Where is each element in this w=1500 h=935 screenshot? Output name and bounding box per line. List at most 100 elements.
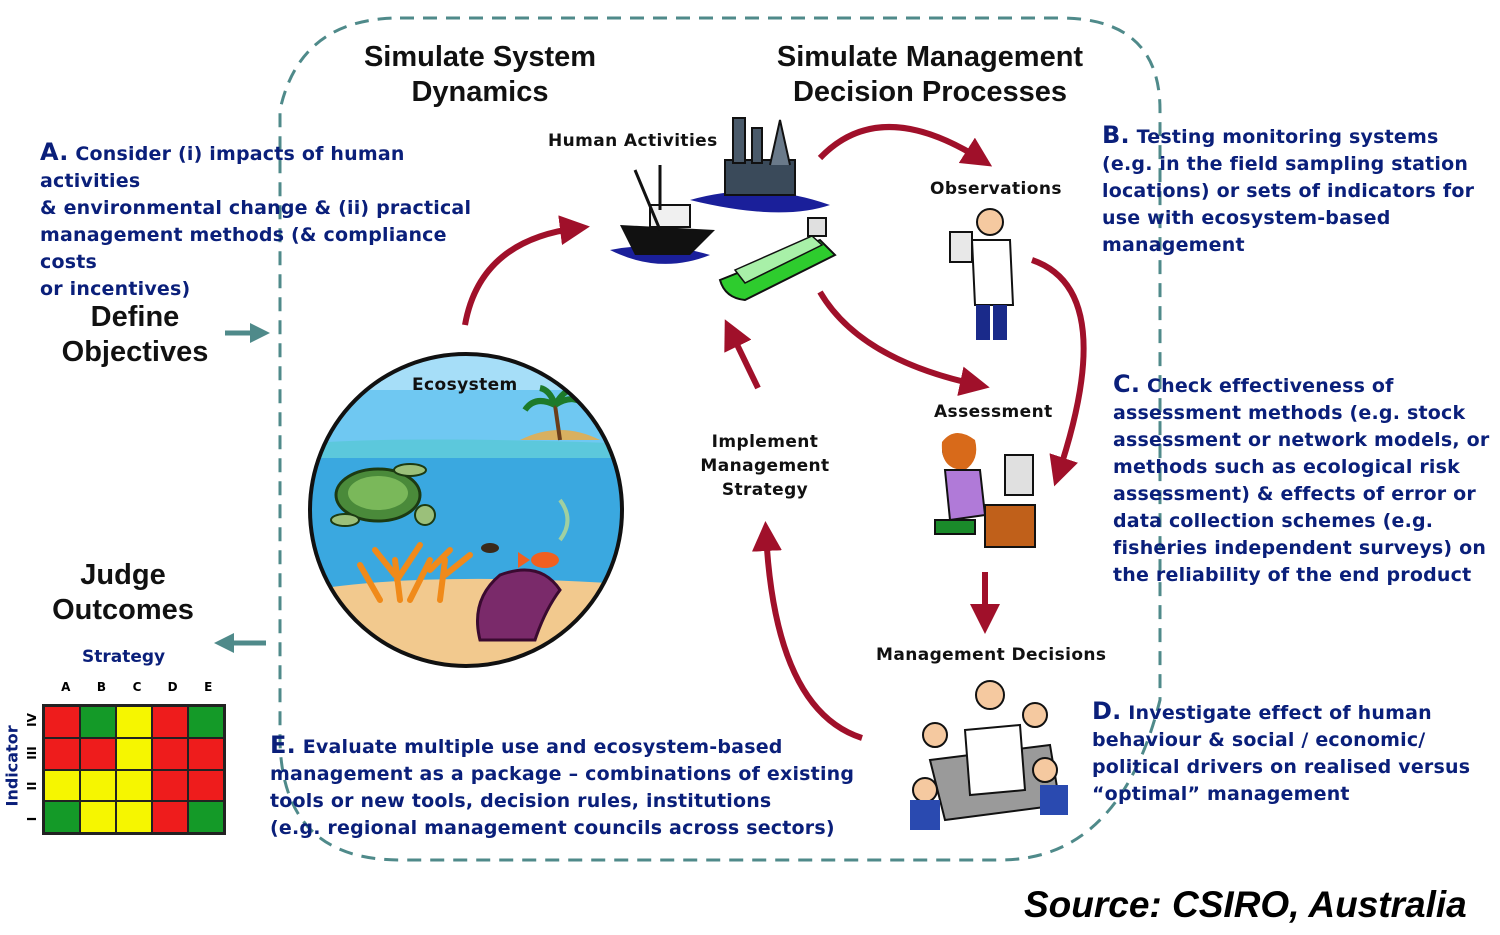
- dashed-frame: [278, 16, 1162, 862]
- note-e-line4: (e.g. regional management councils acros…: [270, 817, 835, 839]
- matrix-cell-yellow: [116, 706, 152, 738]
- note-c-line1: C. Check effectiveness of: [1113, 371, 1498, 400]
- human-activities-illustration: [610, 117, 837, 302]
- define-objectives-label: Define Objectives: [40, 300, 230, 370]
- matrix-row-label: IV: [25, 713, 39, 728]
- matrix-row-label: I: [25, 816, 39, 821]
- define-objectives-line2: Objectives: [61, 336, 209, 368]
- coral-icon: [357, 542, 473, 603]
- note-d-line2: behaviour & social / economic/: [1092, 729, 1426, 751]
- judge-outcomes-line1: Judge: [80, 559, 166, 591]
- matrix-title: Strategy: [82, 647, 166, 667]
- matrix-cell-red: [188, 769, 224, 802]
- scientist-icon: [949, 208, 1015, 340]
- note-c-line5: assessment) & effects of error or: [1113, 483, 1476, 505]
- note-c-line4: methods such as ecological risk: [1113, 456, 1460, 478]
- matrix-col-label: B: [96, 680, 106, 694]
- judge-outcomes-line2: Outcomes: [52, 594, 194, 626]
- arrow-implement-to-human: [724, 319, 761, 390]
- note-e-letter: E.: [270, 731, 296, 759]
- matrix-cell-yellow: [116, 769, 152, 802]
- label-management-decisions: Management Decisions: [876, 645, 1107, 665]
- note-e: E. Evaluate multiple use and ecosystem-b…: [270, 732, 860, 842]
- judge-outcomes-label: Judge Outcomes: [28, 558, 218, 628]
- computer-worker-icon: [934, 432, 1036, 548]
- matrix-col-label: D: [167, 680, 178, 694]
- note-c-line8: the reliability of the end product: [1113, 564, 1472, 586]
- fishing-boat-icon: [610, 165, 715, 264]
- note-c-line3: assessment or network models, or: [1113, 429, 1490, 451]
- matrix-cell-yellow: [80, 769, 116, 802]
- label-implement-line1: Implement: [711, 432, 819, 452]
- matrix-cell-green: [188, 706, 224, 738]
- matrix-cell-yellow: [80, 801, 116, 833]
- note-d: D. Investigate effect of human behaviour…: [1092, 698, 1492, 808]
- matrix-row-label: II: [25, 781, 39, 791]
- label-assessment: Assessment: [934, 402, 1053, 422]
- note-b: B. Testing monitoring systems (e.g. in t…: [1102, 122, 1492, 259]
- define-objectives-line1: Define: [90, 301, 180, 333]
- note-e-line3: tools or new tools, decision rules, inst…: [270, 790, 772, 812]
- arrow-human-to-assessment: [817, 290, 990, 396]
- strategy-matrix: [42, 704, 226, 835]
- header-management: Simulate Management Decision Processes: [765, 40, 1095, 110]
- header-management-line1: Simulate Management: [776, 41, 1084, 73]
- matrix-cell-green: [44, 801, 80, 833]
- note-b-line2: (e.g. in the field sampling station: [1102, 153, 1469, 175]
- matrix-cell-red: [44, 737, 80, 770]
- matrix-cell-red: [80, 737, 116, 770]
- note-a: A. Consider (i) impacts of human activit…: [40, 139, 510, 303]
- note-c: C. Check effectiveness of assessment met…: [1113, 371, 1498, 589]
- label-implement-line3: Strategy: [721, 480, 809, 500]
- ecosystem-illustration: [308, 352, 624, 668]
- note-d-line3: political drivers on realised versus: [1092, 756, 1471, 778]
- header-system-dynamics-line2: Dynamics: [411, 76, 549, 108]
- matrix-cell-yellow: [44, 769, 80, 802]
- fish-icon: [481, 543, 559, 568]
- note-b-letter: B.: [1102, 121, 1130, 149]
- oil-rig-icon: [690, 117, 830, 213]
- matrix-row-labels: IV III II I: [22, 704, 42, 835]
- turtle-icon: [330, 463, 436, 527]
- note-c-line7: fisheries independent surveys) on: [1113, 537, 1487, 559]
- matrix-cell-red: [188, 737, 224, 770]
- note-a-letter: A.: [40, 138, 69, 166]
- arrow-human-to-observations: [817, 124, 993, 167]
- note-a-line1: A. Consider (i) impacts of human activit…: [40, 139, 510, 195]
- note-d-letter: D.: [1092, 697, 1122, 725]
- note-c-line2: assessment methods (e.g. stock: [1113, 402, 1466, 424]
- tanker-ship-icon: [718, 217, 837, 302]
- header-system-dynamics-line1: Simulate System: [363, 41, 597, 73]
- matrix-row-label: III: [25, 746, 39, 760]
- label-implement-line2: Management: [700, 456, 830, 476]
- arrow-decisions-to-implement: [751, 521, 863, 741]
- arrow-observations-to-assessment: [1031, 257, 1087, 487]
- note-e-text1: Evaluate multiple use and ecosystem-base…: [295, 736, 783, 758]
- note-b-line4: use with ecosystem-based: [1102, 207, 1391, 229]
- meeting-group-icon: [910, 680, 1068, 830]
- matrix-col-label: A: [61, 680, 71, 694]
- matrix-rows-label: Indicator: [2, 725, 22, 807]
- note-a-line2: & environmental change & (ii) practical: [40, 197, 472, 219]
- note-c-letter: C.: [1113, 370, 1141, 398]
- note-d-line1: D. Investigate effect of human: [1092, 698, 1492, 727]
- header-management-line2: Decision Processes: [792, 76, 1068, 108]
- sea-anemone-icon: [476, 498, 570, 642]
- matrix-cell-red: [152, 737, 188, 770]
- note-e-line2: management as a package – combinations o…: [270, 763, 855, 785]
- note-b-line5: management: [1102, 234, 1245, 256]
- matrix-col-label: E: [204, 680, 213, 694]
- matrix-cell-red: [152, 706, 188, 738]
- note-a-line4: or incentives): [40, 278, 191, 300]
- matrix-cell-green: [188, 801, 224, 833]
- note-d-line4: “optimal” management: [1092, 783, 1350, 805]
- note-b-text1: Testing monitoring systems: [1129, 126, 1439, 148]
- label-implement-strategy: Implement Management Strategy: [695, 430, 835, 502]
- matrix-column-labels: A B C D E: [48, 680, 226, 694]
- label-human-activities: Human Activities: [548, 131, 718, 151]
- label-ecosystem: Ecosystem: [412, 375, 518, 395]
- arrow-ecosystem-to-human: [462, 215, 590, 326]
- note-d-text1: Investigate effect of human: [1121, 702, 1432, 724]
- matrix-col-label: C: [132, 680, 142, 694]
